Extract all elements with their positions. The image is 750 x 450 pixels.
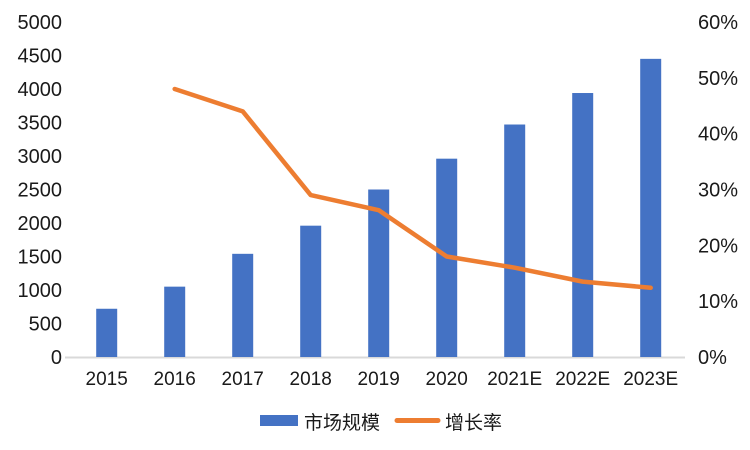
right-axis-tick-label: 40% [698, 124, 738, 146]
right-axis-tick-label: 30% [698, 180, 738, 202]
x-axis-tick-label: 2017 [222, 369, 264, 390]
bar-2021E [504, 124, 526, 357]
x-axis-tick-label: 2020 [426, 369, 468, 390]
legend-label-market-size: 市场规模 [304, 412, 380, 434]
left-axis-tick-label: 3000 [18, 146, 63, 168]
left-axis-tick-label: 2000 [18, 213, 63, 235]
right-axis-tick-label: 20% [698, 235, 738, 257]
left-axis-tick-label: 5000 [18, 12, 63, 34]
x-axis-tick-label: 2021E [487, 369, 542, 390]
legend-label-growth-rate: 增长率 [445, 412, 502, 434]
bar-2015 [96, 308, 118, 357]
right-axis-tick-label: 60% [698, 12, 738, 34]
x-axis-tick-label: 2016 [154, 369, 196, 390]
left-axis-tick-label: 2500 [18, 180, 63, 202]
right-axis-tick-label: 0% [698, 347, 727, 369]
left-axis-tick-label: 4000 [18, 79, 63, 101]
x-axis-tick-label: 2022E [555, 369, 610, 390]
plot-area: 0 500 1000 1500 2000 2500 3000 3500 4000 4500 5000… [18, 12, 739, 390]
right-axis-tick-label: 10% [698, 291, 738, 313]
x-axis-tick-label: 2019 [358, 369, 400, 390]
bar-2019 [368, 189, 390, 357]
left-axis-tick-label: 500 [29, 314, 62, 336]
x-axis-tick-label: 2023E [623, 369, 678, 390]
left-axis-tick-label: 4500 [18, 46, 63, 68]
x-axis-tick-label: 2015 [86, 369, 128, 390]
chart-legend: 市场规模 增长率 [260, 412, 502, 434]
bar-2023E [640, 58, 662, 357]
bar-2022E [572, 93, 594, 358]
right-axis-tick-label: 50% [698, 68, 738, 90]
bar-2018 [300, 225, 322, 357]
bar-2016 [164, 286, 186, 357]
left-axis-tick-label: 1500 [18, 247, 63, 269]
growth-rate-line [172, 86, 653, 291]
left-axis-tick-label: 0 [51, 347, 62, 369]
legend-bar-swatch [260, 415, 298, 426]
left-axis-tick-label: 3500 [18, 113, 63, 135]
left-axis-tick-label: 1000 [18, 280, 63, 302]
bar-2017 [232, 253, 254, 357]
x-axis-tick-label: 2018 [290, 369, 332, 390]
